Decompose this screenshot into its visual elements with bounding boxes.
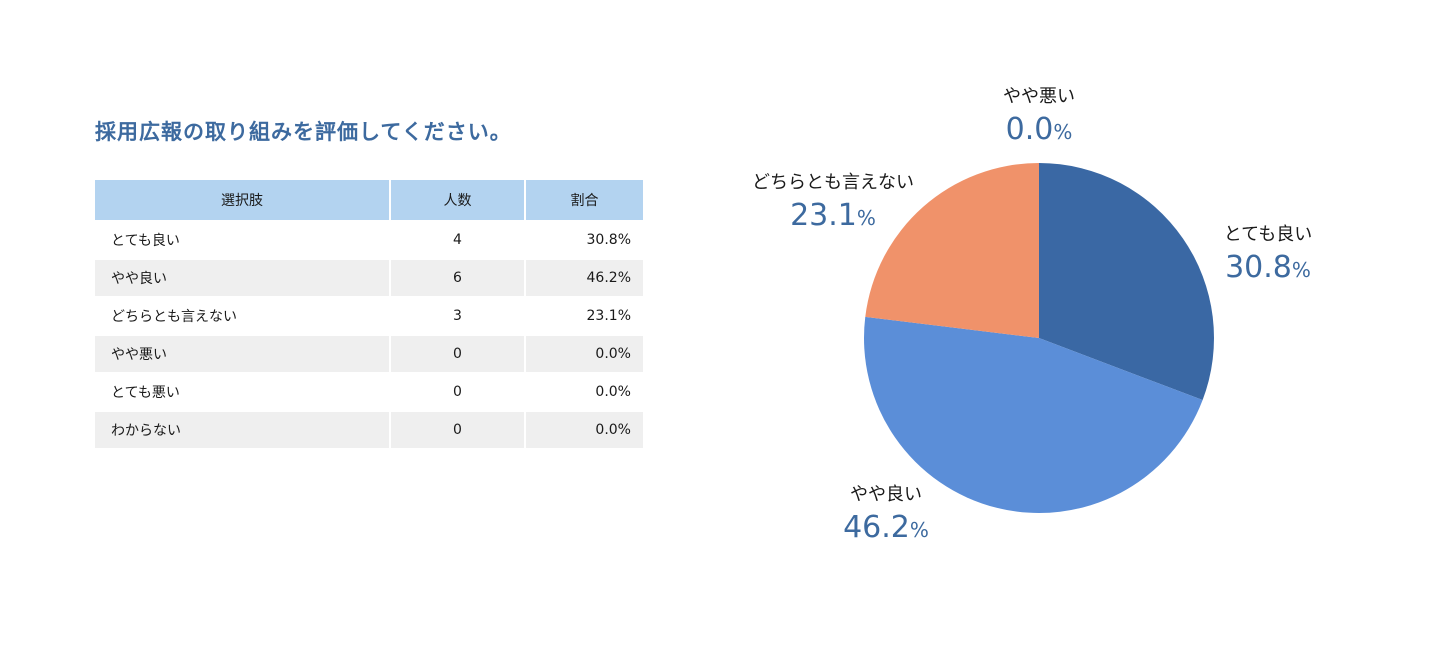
cell-choice: やや良い — [95, 258, 391, 297]
pie-slice — [864, 316, 1203, 513]
question-title: 採用広報の取り組みを評価してください。 — [95, 120, 512, 144]
cell-count: 0 — [390, 372, 526, 411]
header-pct: 割合 — [525, 180, 643, 221]
pie-chart: とても良い 30.8% やや良い 46.2% どちらとも言えない 23.1% やや悪い 0.0… — [752, 86, 1313, 545]
cell-choice: どちらとも言えない — [95, 296, 391, 335]
results-table: 選択肢 人数 割合 とても良い 4 30.8% やや良い 6 46.2% どちら… — [95, 180, 643, 448]
table-row: とても悪い 0 0.0% — [95, 372, 643, 411]
pie-slice — [1039, 163, 1214, 401]
table-row: やや良い 6 46.2% — [95, 258, 643, 297]
cell-count: 4 — [390, 220, 526, 259]
cell-pct: 0.0% — [525, 372, 643, 411]
slice-label: とても良い — [1224, 224, 1313, 245]
cell-count: 3 — [390, 296, 526, 335]
cell-choice: やや悪い — [95, 334, 391, 373]
pie-slice — [865, 163, 1039, 338]
cell-choice: わからない — [95, 410, 391, 448]
table-row: どちらとも言えない 3 23.1% — [95, 296, 643, 335]
slice-value-label: 30.8% — [1225, 250, 1311, 285]
slice-value-label: 0.0% — [1006, 112, 1073, 147]
header-count: 人数 — [390, 180, 526, 221]
slice-label: やや良い — [850, 484, 922, 505]
slice-unit: % — [1053, 120, 1072, 144]
header-choice: 選択肢 — [95, 180, 391, 221]
slice-value-label: 46.2% — [843, 510, 929, 545]
table-row: やや悪い 0 0.0% — [95, 334, 643, 373]
slice-unit: % — [910, 518, 929, 542]
slice-unit: % — [1292, 258, 1311, 282]
slice-label: どちらとも言えない — [752, 172, 914, 193]
cell-choice: とても悪い — [95, 372, 391, 411]
cell-count: 6 — [390, 258, 526, 297]
cell-count: 0 — [390, 334, 526, 373]
table-row: わからない 0 0.0% — [95, 410, 643, 448]
table-row: とても良い 4 30.8% — [95, 220, 643, 259]
cell-pct: 0.0% — [525, 410, 643, 448]
cell-count: 0 — [390, 410, 526, 448]
cell-choice: とても良い — [95, 220, 391, 259]
cell-pct: 30.8% — [525, 220, 643, 259]
slice-label: やや悪い — [1003, 86, 1075, 107]
table-header-row: 選択肢 人数 割合 — [95, 180, 643, 221]
cell-pct: 46.2% — [525, 258, 643, 297]
slice-value-label: 23.1% — [790, 198, 876, 233]
cell-pct: 0.0% — [525, 334, 643, 373]
cell-pct: 23.1% — [525, 296, 643, 335]
slice-unit: % — [857, 206, 876, 230]
